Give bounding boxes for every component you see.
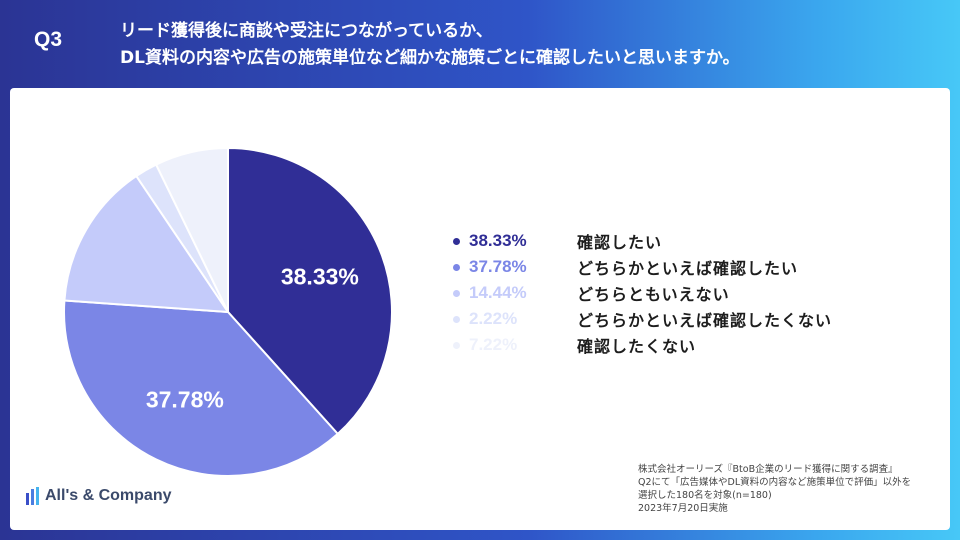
legend-bullet-icon bbox=[453, 263, 460, 271]
legend-item: 38.33% 確認したい bbox=[453, 228, 832, 254]
question-number: Q3 bbox=[34, 28, 63, 51]
legend-value: 2.22% bbox=[469, 309, 518, 328]
legend-value: 37.78% bbox=[469, 257, 527, 276]
legend-category: どちらかといえば確認したくない bbox=[577, 311, 833, 330]
legend-bullet-icon bbox=[453, 341, 460, 349]
logo-mark-icon bbox=[26, 487, 39, 505]
legend-bullet-icon bbox=[453, 237, 460, 245]
source-line: 選択した180名を対象(n=180) bbox=[638, 490, 772, 501]
legend-category: どちらかといえば確認したい bbox=[577, 259, 799, 278]
pie-slice-label: 38.33% bbox=[280, 263, 359, 290]
legend-item: 7.22% 確認したくない bbox=[453, 332, 832, 358]
question-line: DL資料の内容や広告の施策単位など細かな施策ごとに確認したいと思いますか。 bbox=[120, 48, 740, 68]
legend-value: 7.22% bbox=[469, 335, 518, 354]
chart-legend: 38.33% 確認したい 37.78% どちらかといえば確認したい 14.44% どちらと… bbox=[453, 228, 832, 358]
pie-slice bbox=[154, 146, 229, 313]
logo-text: All's & Company bbox=[45, 487, 172, 504]
legend-category: 確認したい bbox=[577, 233, 663, 252]
pie-slice-label: 37.78% bbox=[145, 386, 224, 413]
chart-card: 38.33% 37.78% 38.33% 確認したい 37.78% どちらかといえば確認… bbox=[10, 88, 950, 530]
pie-slice bbox=[63, 299, 340, 477]
source-line: Q2にて「広告媒体やDL資料の内容など施策単位で評価」以外を bbox=[638, 477, 912, 488]
question-text: リード獲得後に商談や受注につながっているか、 DL資料の内容や広告の施策単位など… bbox=[120, 18, 940, 72]
pie-chart bbox=[63, 146, 393, 477]
pie-slice bbox=[63, 174, 230, 314]
source-line: 株式会社オーリーズ『BtoB企業のリード獲得に関する調査』 bbox=[638, 464, 898, 475]
legend-item: 14.44% どちらともいえない bbox=[453, 280, 832, 306]
legend-value: 14.44% bbox=[469, 283, 527, 302]
pie-slice bbox=[227, 146, 393, 436]
legend-category: 確認したくない bbox=[577, 337, 697, 356]
question-line: リード獲得後に商談や受注につながっているか、 bbox=[120, 21, 493, 41]
source-note: 株式会社オーリーズ『BtoB企業のリード獲得に関する調査』 Q2にて「広告媒体や… bbox=[638, 463, 911, 515]
legend-bullet-icon bbox=[453, 289, 460, 297]
company-logo: All's & Company bbox=[26, 487, 172, 505]
legend-value: 38.33% bbox=[469, 231, 527, 250]
legend-category: どちらともいえない bbox=[577, 285, 730, 304]
source-line: 2023年7月20日実施 bbox=[638, 503, 728, 514]
legend-item: 2.22% どちらかといえば確認したくない bbox=[453, 306, 832, 332]
legend-item: 37.78% どちらかといえば確認したい bbox=[453, 254, 832, 280]
legend-bullet-icon bbox=[453, 315, 460, 323]
